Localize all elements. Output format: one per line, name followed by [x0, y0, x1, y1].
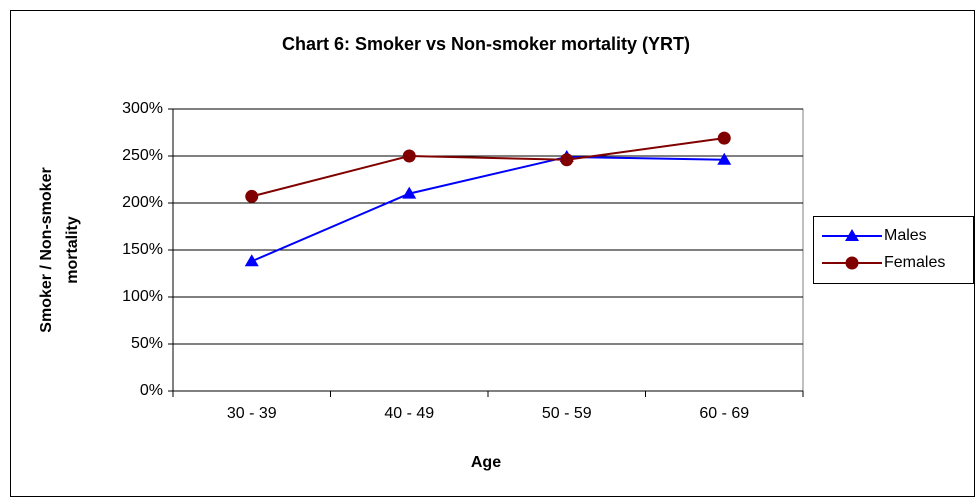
x-tick-label: 60 - 69 — [699, 405, 749, 422]
legend-marker — [845, 256, 859, 270]
marker — [717, 131, 731, 145]
chart-title: Chart 6: Smoker vs Non-smoker mortality … — [282, 34, 690, 54]
marker — [402, 149, 416, 163]
x-tick-label: 50 - 59 — [542, 405, 592, 422]
y-axis-label: Smoker / Non-smoker mortality — [38, 167, 81, 332]
y-tick-label: 150% — [122, 241, 163, 258]
marker — [245, 189, 259, 203]
y-axis-label-line: Smoker / Non-smoker — [38, 167, 55, 332]
x-axis-label: Age — [471, 454, 501, 471]
y-tick-label: 100% — [122, 288, 163, 305]
marker — [717, 152, 732, 165]
y-axis-label-line: mortality — [64, 216, 81, 284]
y-tick-label: 0% — [140, 382, 163, 399]
x-tick-label: 30 - 39 — [227, 405, 277, 422]
series-line — [251, 137, 725, 198]
legend-label: Females — [884, 254, 945, 271]
y-tick-label: 250% — [122, 147, 163, 164]
y-tick-label: 200% — [122, 194, 163, 211]
series-line — [251, 155, 725, 263]
marker — [560, 153, 574, 167]
marker — [402, 186, 417, 199]
x-tick-label: 40 - 49 — [384, 405, 434, 422]
marker — [244, 254, 259, 267]
legend-marker — [845, 229, 859, 241]
y-tick-label: 300% — [122, 100, 163, 117]
y-tick-label: 50% — [131, 335, 163, 352]
legend-box — [813, 216, 974, 284]
legend-label: Males — [884, 227, 927, 244]
